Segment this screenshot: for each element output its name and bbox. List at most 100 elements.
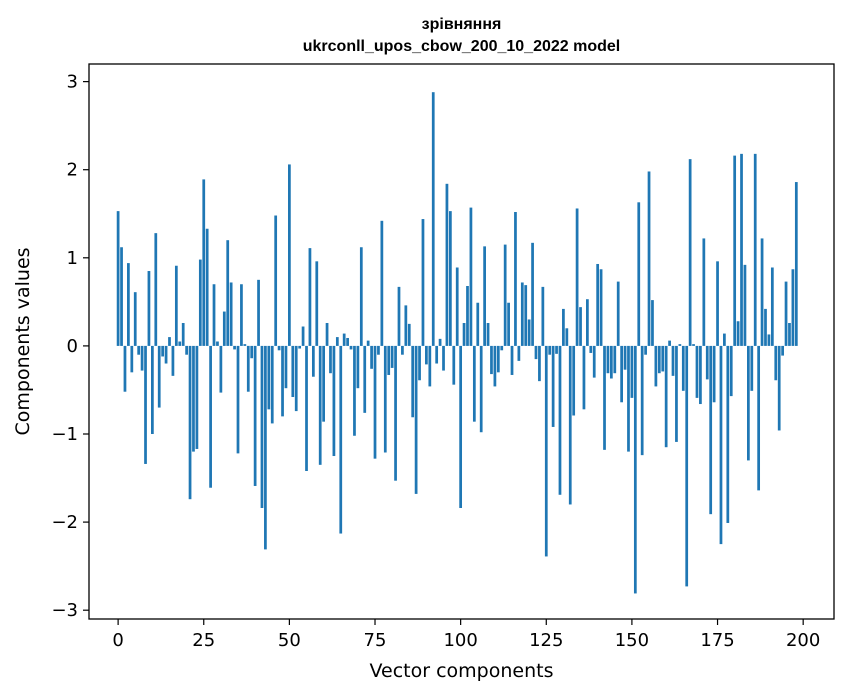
bar: [116, 211, 120, 346]
bar: [548, 345, 552, 355]
bar: [318, 345, 322, 465]
bar: [298, 345, 302, 349]
y-tick-label: 3: [67, 72, 78, 93]
bar: [627, 345, 630, 452]
bar: [664, 345, 668, 448]
bar: [373, 345, 377, 459]
bar: [637, 202, 641, 346]
bar: [586, 299, 589, 346]
bar: [657, 345, 661, 374]
y-tick-label: 2: [67, 160, 78, 181]
bar: [356, 345, 360, 389]
bar: [178, 341, 182, 346]
bar: [449, 211, 452, 346]
bar: [308, 248, 312, 346]
bar: [301, 326, 305, 346]
bar: [709, 345, 713, 515]
bar: [733, 155, 737, 346]
bar: [476, 302, 480, 346]
bar: [394, 345, 397, 481]
bar: [127, 263, 130, 346]
bar: [209, 345, 212, 488]
bar: [777, 345, 781, 431]
bar: [753, 153, 757, 346]
bar: [740, 153, 743, 346]
bar: [257, 279, 260, 346]
bar: [363, 345, 367, 413]
plot-frame: [88, 63, 835, 620]
x-tick-label: 175: [700, 630, 734, 651]
bar: [216, 341, 219, 346]
bar: [729, 345, 733, 397]
bar: [133, 292, 137, 346]
bar: [695, 345, 699, 398]
bar: [305, 345, 308, 471]
bar: [459, 345, 463, 508]
bar: [370, 345, 373, 369]
bar: [140, 345, 144, 371]
bar: [750, 345, 754, 391]
bar: [291, 345, 295, 397]
bar: [359, 247, 363, 346]
bar: [702, 238, 706, 346]
bar: [596, 263, 600, 346]
bar: [572, 345, 576, 416]
bar: [277, 345, 281, 351]
bar: [609, 345, 613, 379]
bar: [229, 282, 233, 346]
bar: [404, 305, 408, 346]
bar: [168, 337, 171, 346]
bar: [654, 345, 658, 387]
bar: [181, 323, 185, 346]
bar: [335, 337, 339, 346]
bar: [123, 345, 127, 392]
bar: [195, 345, 199, 449]
bar: [462, 323, 466, 346]
bar: [606, 345, 610, 374]
bar: [743, 264, 747, 346]
bar: [538, 345, 541, 382]
bar: [699, 345, 702, 405]
bar: [661, 345, 665, 372]
bar: [339, 345, 343, 534]
bar: [130, 345, 134, 373]
bar: [438, 338, 442, 346]
x-tick-label: 200: [786, 630, 820, 651]
bar: [421, 219, 425, 346]
bar: [681, 345, 685, 391]
bar: [647, 171, 651, 346]
bar: [377, 345, 380, 355]
bar: [202, 179, 206, 346]
bar: [736, 321, 740, 346]
bars-group: [116, 92, 798, 594]
bar: [592, 345, 596, 378]
bar: [599, 269, 603, 346]
bar: [274, 215, 278, 346]
bar: [171, 345, 175, 376]
bar: [579, 307, 582, 346]
bar: [479, 345, 483, 433]
bar: [510, 345, 514, 375]
bar: [445, 183, 449, 346]
bar: [493, 345, 497, 387]
bar: [568, 345, 572, 505]
x-tick-label: 25: [192, 630, 215, 651]
bar: [472, 345, 476, 422]
bar: [500, 345, 504, 351]
bar: [425, 345, 428, 365]
bar: [630, 345, 634, 398]
bar: [226, 240, 230, 346]
bar: [353, 345, 356, 436]
bar: [719, 345, 723, 545]
bar: [620, 345, 623, 403]
bar: [236, 345, 240, 454]
bar: [154, 233, 158, 346]
bar: [541, 286, 545, 346]
bar: [788, 323, 791, 346]
bar: [284, 345, 288, 389]
bar: [716, 261, 719, 346]
bar: [760, 238, 764, 346]
bar: [270, 345, 274, 424]
bar: [603, 345, 606, 450]
